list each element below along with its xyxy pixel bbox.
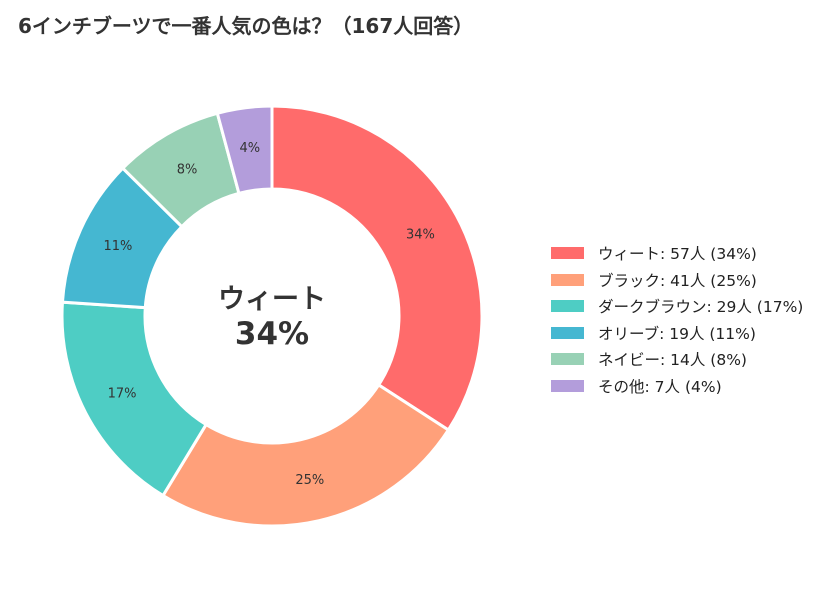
center-label-name: ウィート [218,284,326,315]
legend-item-5: その他: 7人 (4%) [551,373,803,400]
slice-label-4: 8% [177,162,198,177]
legend-text-5: その他: 7人 (4%) [598,377,722,396]
legend-text-2: ダークブラウン: 29人 (17%) [598,298,804,317]
slice-label-5: 4% [239,141,260,156]
legend-item-3: オリーブ: 19人 (11%) [551,320,803,347]
slice-1 [160,382,451,528]
donut-slices [60,104,484,528]
legend-item-0: ウィート: 57人 (34%) [551,240,803,267]
legend-text-4: ネイビー: 14人 (8%) [598,351,747,370]
legend-swatch-1 [551,273,584,286]
legend: ウィート: 57人 (34%) ブラック: 41人 (25%) ダークブラウン: 2… [551,240,803,399]
center-label-percent: 34% [235,316,309,352]
legend-swatch-3 [551,326,584,339]
slice-labels: 34% 25% 17% 11% 8% 4% [103,141,434,488]
slice-0 [270,104,484,433]
slice-label-2: 17% [108,386,137,401]
slice-label-1: 25% [295,473,324,488]
legend-text-1: ブラック: 41人 (25%) [598,271,757,290]
legend-text-3: オリーブ: 19人 (11%) [598,324,756,343]
legend-swatch-2 [551,300,584,313]
slice-label-3: 11% [103,239,132,254]
legend-swatch-5 [551,379,584,392]
slice-5 [215,104,274,196]
legend-item-1: ブラック: 41人 (25%) [551,267,803,294]
legend-swatch-4 [551,353,584,366]
chart-title: 6インチブーツで一番人気の色は？（167人回答） [18,14,474,38]
slice-label-0: 34% [406,228,435,243]
legend-text-0: ウィート: 57人 (34%) [598,245,757,264]
legend-item-4: ネイビー: 14人 (8%) [551,346,803,373]
legend-item-2: ダークブラウン: 29人 (17%) [551,293,803,320]
legend-swatch-0 [551,247,584,260]
